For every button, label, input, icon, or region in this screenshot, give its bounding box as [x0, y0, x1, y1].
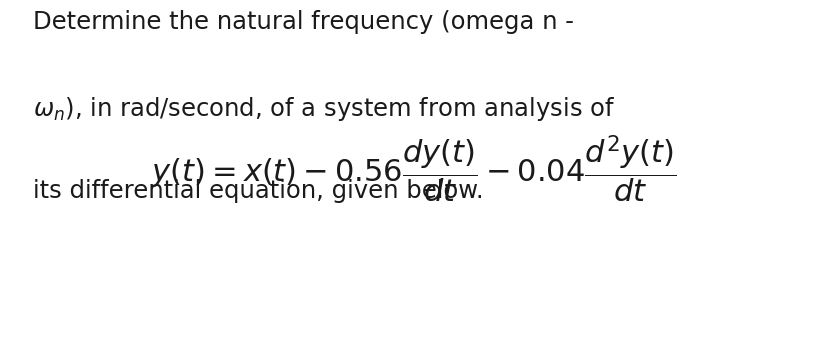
Text: $y(t) = x(t) - 0.56\dfrac{dy(t)}{dt} - 0.04\dfrac{d^2y(t)}{dt}$: $y(t) = x(t) - 0.56\dfrac{dy(t)}{dt} - 0… [151, 134, 676, 204]
Text: its differential equation, given below.: its differential equation, given below. [33, 179, 483, 203]
Text: Determine the natural frequency (omega n -: Determine the natural frequency (omega n… [33, 10, 573, 34]
Text: $\omega_n$), in rad/second, of a system from analysis of: $\omega_n$), in rad/second, of a system … [33, 95, 614, 123]
